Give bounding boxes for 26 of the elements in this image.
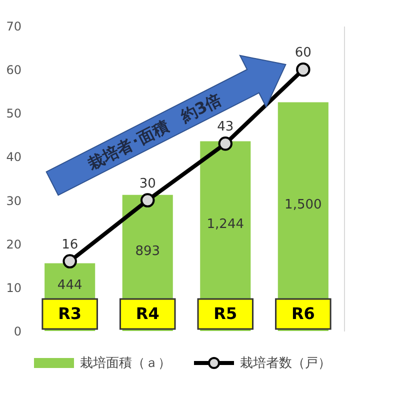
y-tick-label: 70 xyxy=(6,20,22,34)
data-label: 16 xyxy=(62,237,78,252)
point xyxy=(62,254,77,268)
data-label: 30 xyxy=(139,176,156,192)
data-label: 1,500 xyxy=(284,198,322,213)
data-label: 1,244 xyxy=(206,217,244,232)
data-label: 444 xyxy=(57,278,82,294)
y-tick-label: 60 xyxy=(6,63,22,78)
x-tick-label: R4 xyxy=(136,304,160,323)
x-tick-label: R3 xyxy=(58,304,82,323)
point xyxy=(140,193,155,208)
legend-label: 栽培者数（戸） xyxy=(240,356,331,371)
y-tick-label: 0 xyxy=(14,324,22,338)
y-tick-label: 50 xyxy=(6,106,22,121)
data-label: 893 xyxy=(135,244,160,259)
x-tick-label: R5 xyxy=(214,304,238,323)
legend-label: 栽培面積（ａ） xyxy=(80,356,171,371)
y-tick-label: 30 xyxy=(6,194,22,208)
point xyxy=(296,62,310,77)
y-tick-label: 40 xyxy=(6,150,22,164)
y-tick-label: 10 xyxy=(6,280,22,295)
data-label: 60 xyxy=(294,46,312,61)
data-label: 43 xyxy=(217,120,234,135)
point xyxy=(218,136,233,151)
x-tick-label: R6 xyxy=(291,304,315,323)
y-tick-label: 20 xyxy=(6,237,22,252)
